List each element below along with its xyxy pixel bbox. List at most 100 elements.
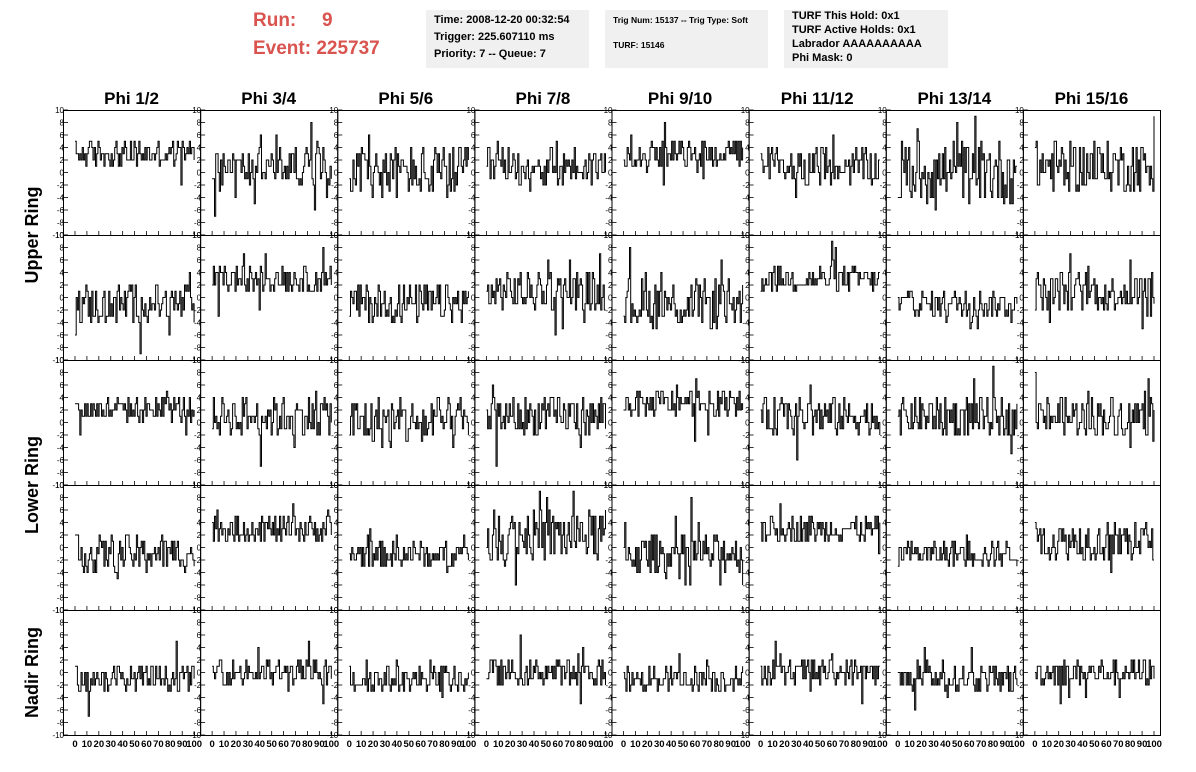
- x-tick-label: 20: [916, 739, 927, 750]
- y-tick-label: -2: [743, 431, 751, 440]
- y-tick-label: -10: [327, 731, 339, 740]
- y-tick-label: 2: [197, 656, 202, 665]
- waveform-trace: [760, 134, 880, 198]
- y-tick-label: -8: [468, 594, 476, 603]
- y-tick-label: -10: [1012, 731, 1024, 740]
- x-tick-label: 60: [278, 739, 289, 750]
- y-tick-label: -8: [880, 219, 888, 228]
- y-tick-label: -4: [605, 194, 613, 203]
- panel-frame: [748, 485, 887, 611]
- y-tick-label: -2: [605, 181, 613, 190]
- y-tick-label: 10: [878, 231, 887, 240]
- y-tick-label: 2: [882, 531, 887, 540]
- y-tick-label: 0: [608, 294, 613, 303]
- y-tick-label: 0: [745, 669, 750, 678]
- y-tick-label: -6: [1017, 706, 1025, 715]
- y-tick-label: 2: [197, 406, 202, 415]
- y-tick-label: -6: [743, 706, 751, 715]
- y-tick-label: -2: [880, 431, 888, 440]
- column-title: Phi 1/2: [104, 89, 159, 108]
- y-tick-label: 0: [197, 169, 202, 178]
- y-tick-label: 0: [334, 669, 339, 678]
- y-tick-label: 0: [197, 544, 202, 553]
- y-tick-label: 8: [1019, 119, 1024, 128]
- panel-frame: [474, 235, 613, 361]
- x-tick-label: 10: [219, 739, 230, 750]
- y-tick-label: -10: [601, 731, 613, 740]
- y-tick-label: 4: [745, 269, 750, 278]
- y-tick-label: -6: [605, 456, 613, 465]
- x-tick-label: 20: [231, 739, 242, 750]
- waveform-trace: [212, 640, 332, 705]
- y-tick-label: 0: [1019, 169, 1024, 178]
- y-tick-label: 4: [608, 394, 613, 403]
- y-tick-label: -8: [880, 344, 888, 353]
- y-tick-label: 0: [882, 419, 887, 428]
- y-tick-label: 0: [471, 169, 476, 178]
- y-tick-label: 10: [192, 606, 201, 615]
- y-tick-label: 8: [197, 244, 202, 253]
- x-tick-label: 50: [541, 739, 552, 750]
- y-tick-label: 6: [1019, 506, 1024, 515]
- y-tick-label: 4: [745, 519, 750, 528]
- y-tick-label: 10: [741, 356, 750, 365]
- y-tick-label: 8: [60, 369, 65, 378]
- x-tick-label: 20: [505, 739, 516, 750]
- y-tick-label: -10: [52, 231, 64, 240]
- y-tick-label: -2: [468, 181, 476, 190]
- y-tick-label: -4: [1017, 444, 1025, 453]
- x-tick-label: 80: [165, 739, 176, 750]
- y-tick-label: -4: [605, 694, 613, 703]
- y-tick-label: -6: [194, 581, 202, 590]
- y-tick-label: -8: [743, 469, 751, 478]
- y-tick-label: 6: [745, 506, 750, 515]
- y-tick-label: 10: [878, 106, 887, 115]
- y-tick-label: -2: [1017, 181, 1025, 190]
- y-tick-label: -4: [605, 569, 613, 578]
- y-tick-label: 0: [60, 669, 65, 678]
- y-tick-label: 0: [745, 294, 750, 303]
- x-tick-label: 40: [529, 739, 540, 750]
- y-tick-label: 6: [1019, 631, 1024, 640]
- x-tick-label: 90: [588, 739, 599, 750]
- y-tick-label: 10: [192, 356, 201, 365]
- waveform-trace: [897, 534, 1018, 567]
- y-tick-label: -2: [1017, 681, 1025, 690]
- y-tick-label: -4: [468, 569, 476, 578]
- y-tick-label: -4: [331, 694, 339, 703]
- y-tick-label: -2: [880, 556, 888, 565]
- y-tick-label: 8: [745, 244, 750, 253]
- y-tick-label: 10: [55, 356, 64, 365]
- y-tick-label: 6: [1019, 256, 1024, 265]
- y-tick-label: 0: [334, 169, 339, 178]
- y-tick-label: -6: [468, 456, 476, 465]
- waveform-trace: [1034, 253, 1155, 330]
- panel-frame: [200, 110, 339, 236]
- waveform-trace: [349, 659, 469, 698]
- event-number: Event: 225737: [253, 38, 380, 59]
- y-tick-label: -8: [1017, 594, 1025, 603]
- y-tick-label: -8: [57, 219, 65, 228]
- y-tick-label: 10: [55, 481, 64, 490]
- y-tick-label: 8: [608, 369, 613, 378]
- y-tick-label: -2: [57, 556, 65, 565]
- x-tick-label: 90: [725, 739, 736, 750]
- y-tick-label: -4: [468, 694, 476, 703]
- column-title: Phi 7/8: [516, 89, 571, 108]
- y-tick-label: -4: [743, 319, 751, 328]
- waveform-trace: [760, 503, 881, 555]
- y-tick-label: 6: [608, 131, 613, 140]
- y-tick-label: -8: [331, 219, 339, 228]
- y-tick-label: -2: [880, 181, 888, 190]
- y-tick-label: -10: [52, 356, 64, 365]
- y-tick-label: -6: [331, 706, 339, 715]
- y-tick-label: 8: [745, 619, 750, 628]
- x-tick-label: 30: [1065, 739, 1076, 750]
- column-title: Phi 13/14: [917, 89, 991, 108]
